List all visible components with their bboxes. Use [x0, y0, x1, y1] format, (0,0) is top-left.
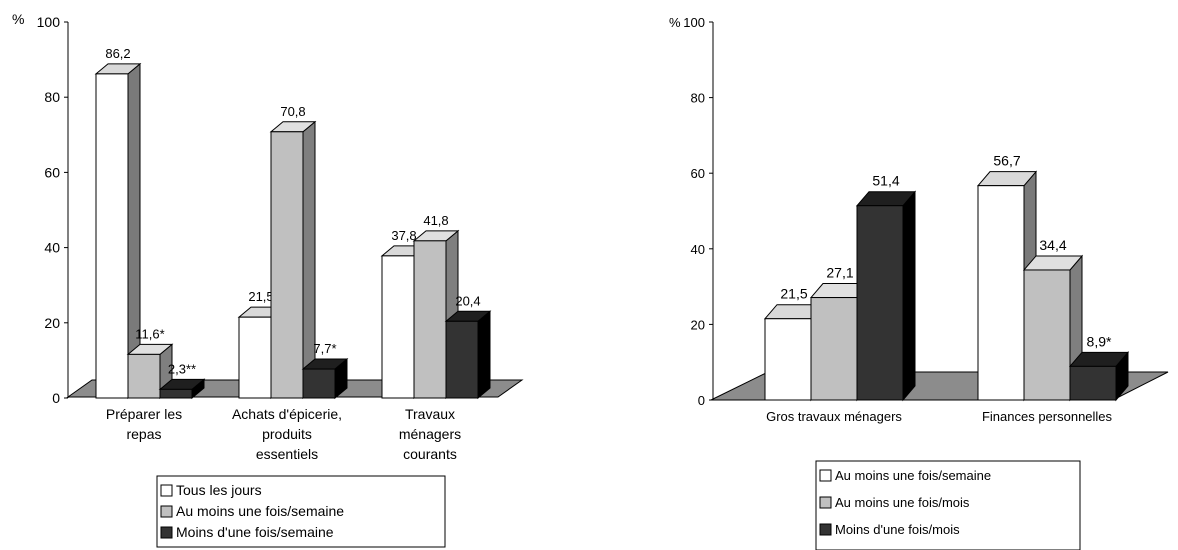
bar-front [95, 73, 129, 399]
y-tick-label: 40 [44, 240, 60, 256]
y-tick-label: 0 [52, 390, 60, 406]
bar-moins-d-une-fois-semaine-3 [444, 310, 492, 400]
legend-swatch [819, 469, 832, 482]
legend-label: Moins d'une fois/semaine [176, 524, 334, 540]
y-axis-unit-label: % [669, 15, 681, 30]
bar-value-label: 11,6* [135, 326, 164, 341]
bar-front [977, 185, 1025, 401]
bar-tous-les-jours-1 [94, 62, 142, 400]
bar-front [764, 318, 812, 401]
category-label: ménagers [399, 426, 461, 442]
bar-moins-d-une-fois-mois-1 [855, 190, 917, 402]
category-label: Travaux [405, 406, 455, 422]
bar-side [302, 120, 316, 400]
bar-value-label: 86,2 [105, 46, 130, 61]
y-tick-label: 80 [44, 89, 60, 105]
bar-moins-d-une-fois-mois-2 [1068, 351, 1130, 402]
bar-value-label: 34,4 [1039, 237, 1066, 253]
legend: Tous les jours Au moins une fois/semaine M… [156, 475, 446, 548]
category-label: Achats d'épicerie, [232, 406, 342, 422]
bar-front [159, 388, 193, 399]
bar-front [445, 320, 479, 399]
legend-swatch [819, 523, 832, 536]
bar-value-label: 27,1 [826, 265, 853, 281]
bar-value-label: 21,5 [780, 286, 807, 302]
bar-au-moins-une-fois-semaine-2 [269, 120, 317, 400]
bar-au-moins-une-fois-semaine-1 [763, 303, 825, 402]
bar-value-label: 20,4 [455, 293, 480, 308]
category-label: repas [126, 426, 161, 442]
bar-front [810, 297, 858, 401]
legend-box [156, 475, 446, 548]
y-tick-label: 20 [691, 317, 705, 332]
y-tick-label: 100 [683, 15, 705, 30]
y-tick-label: 60 [44, 164, 60, 180]
bar-value-label: 2,3** [168, 361, 196, 376]
bar-moins-d-une-fois-semaine-1 [158, 378, 206, 400]
legend-swatch [819, 496, 832, 509]
bar-front [127, 353, 161, 399]
category-label: courants [403, 446, 457, 462]
legend-box [815, 460, 1081, 550]
legend-label: Au moins une fois/mois [835, 495, 970, 510]
category-label: produits [262, 426, 312, 442]
bar-front [856, 205, 904, 401]
bar-value-label: 41,8 [423, 213, 448, 228]
bar-front [270, 131, 304, 399]
bar-value-label: 21,5 [248, 289, 273, 304]
chart-1: 0 20 40 60 80 100% 86,2 11,6* 2,3** Préparer les r… [12, 11, 524, 548]
bar-front [381, 255, 415, 399]
category-label: Finances personnelles [982, 409, 1113, 424]
bar-value-label: 56,7 [993, 153, 1020, 169]
legend-label: Au moins une fois/semaine [176, 503, 344, 519]
category-label: Préparer les [106, 406, 182, 422]
y-tick-label: 80 [691, 91, 705, 106]
bar-front [1069, 365, 1117, 401]
y-tick-label: 40 [691, 242, 705, 257]
legend-label: Moins d'une fois/mois [835, 522, 960, 537]
y-tick-label: 0 [698, 393, 705, 408]
chart-2: 0 20 40 60 80 100% 21,5 27,1 51,4 Gros travaux mé… [669, 15, 1169, 550]
bar-value-label: 70,8 [280, 104, 305, 119]
bar-value-label: 7,7* [313, 341, 336, 356]
bar-value-label: 37,8 [391, 228, 416, 243]
legend-swatch [160, 505, 173, 518]
bar-front [413, 240, 447, 399]
bar-front [302, 368, 336, 399]
y-tick-label: 100 [37, 14, 61, 30]
bar-value-label: 51,4 [872, 173, 899, 189]
bar-side [477, 310, 491, 400]
bar-side [902, 190, 916, 402]
legend: Au moins une fois/semaine Au moins une fo… [815, 460, 1081, 550]
bar-moins-d-une-fois-semaine-2 [301, 357, 349, 400]
bar-value-label: 8,9* [1087, 333, 1112, 349]
legend-label: Tous les jours [176, 482, 262, 498]
bar-front [1023, 269, 1071, 401]
y-tick-label: 60 [691, 166, 705, 181]
y-axis-unit-label: % [12, 11, 24, 27]
legend-label: Au moins une fois/semaine [835, 468, 991, 483]
bar-au-moins-une-fois-mois-2 [1022, 254, 1084, 402]
category-label: essentiels [256, 446, 318, 462]
legend-swatch [160, 526, 173, 539]
y-tick-label: 20 [44, 315, 60, 331]
legend-swatch [160, 484, 173, 497]
category-label: Gros travaux ménagers [766, 409, 902, 424]
bar-front [238, 316, 272, 399]
